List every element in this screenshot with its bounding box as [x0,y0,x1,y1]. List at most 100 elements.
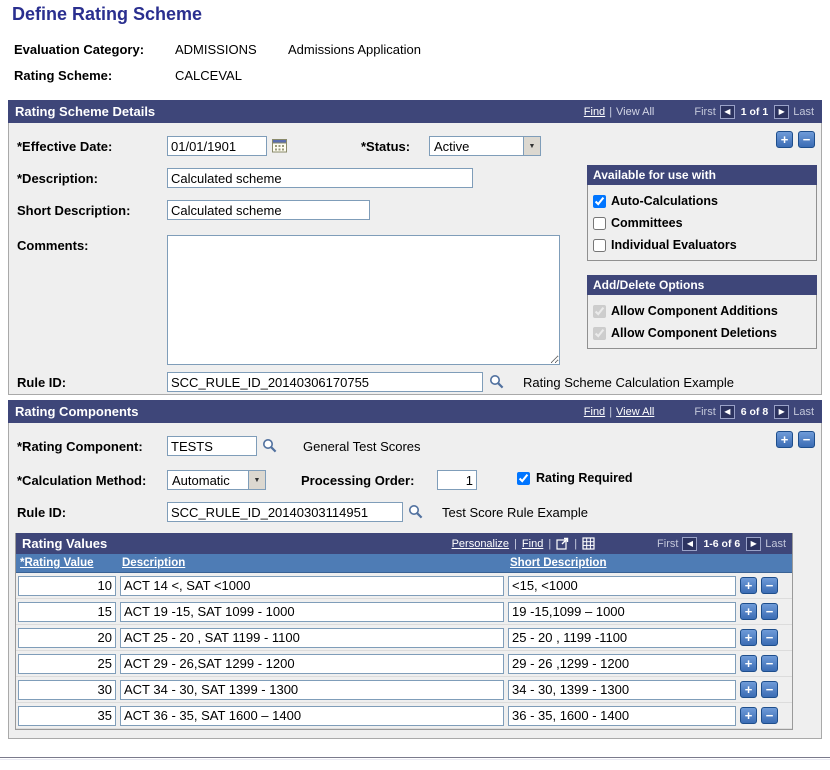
individual-evaluators-label: Individual Evaluators [611,238,737,252]
find-link[interactable]: Find [583,105,606,118]
next-row-button[interactable]: ▶ [774,404,790,419]
add-row-button[interactable]: + [740,707,757,724]
rating-value-input[interactable] [18,601,116,622]
status-select[interactable]: Active ▼ [429,136,541,156]
calendar-icon[interactable] [272,138,287,153]
component-rule-id-lookup-icon[interactable] [408,504,423,519]
previous-row-button[interactable]: ◀ [719,404,735,419]
find-link[interactable]: Find [583,405,606,418]
allow-component-deletions-checkbox [593,326,606,340]
rule-id-lookup-icon[interactable] [489,374,504,389]
add-row-button[interactable]: + [740,681,757,698]
short-description-input[interactable] [508,679,736,700]
description-input[interactable] [120,653,504,674]
short-description-input[interactable] [508,575,736,596]
allow-component-additions-checkbox [593,304,606,318]
rows-position: 1-6 of 6 [703,537,741,550]
add-row-button[interactable]: + [740,629,757,646]
previous-rows-button[interactable]: ◀ [682,536,698,551]
description-input[interactable] [167,168,473,188]
column-header-short-description[interactable]: Short Description [510,557,607,569]
rating-required-checkbox[interactable] [517,471,530,485]
comments-textarea[interactable] [167,235,560,365]
add-delete-options-box: Add/Delete Options Allow Component Addit… [587,275,817,349]
rating-value-input[interactable] [18,575,116,596]
rating-component-lookup-icon[interactable] [262,438,277,453]
rating-component-input[interactable] [167,436,257,456]
rating-scheme-label: Rating Scheme: [14,68,113,83]
short-description-label: Short Description: [17,203,131,218]
option-individual-evaluators[interactable]: Individual Evaluators [593,234,812,256]
committees-checkbox[interactable] [593,216,606,230]
row-position: 1 of 1 [740,105,769,118]
effective-date-input[interactable] [167,136,267,156]
rating-scheme-row: Rating Scheme: CALCEVAL [14,68,288,83]
auto-calculations-checkbox[interactable] [593,194,606,208]
short-description-input[interactable] [508,601,736,622]
component-rule-id-input[interactable] [167,502,403,522]
first-label: First [657,537,679,550]
download-grid-icon[interactable] [582,537,595,550]
short-description-input[interactable] [508,705,736,726]
table-row: + − [16,703,792,729]
effective-date-label: *Effective Date: [17,139,113,154]
committees-label: Committees [611,216,683,230]
table-row: + − [16,599,792,625]
short-description-input[interactable] [508,627,736,648]
add-row-button[interactable]: + [740,655,757,672]
delete-component-button[interactable]: − [798,431,815,448]
next-row-button[interactable]: ▶ [774,104,790,119]
previous-row-button[interactable]: ◀ [719,104,735,119]
individual-evaluators-checkbox[interactable] [593,238,606,252]
separator: | [548,537,552,550]
find-link[interactable]: Find [521,537,544,550]
rating-value-input[interactable] [18,653,116,674]
delete-row-button[interactable]: − [761,577,778,594]
option-auto-calculations[interactable]: Auto-Calculations [593,190,812,212]
auto-calculations-label: Auto-Calculations [611,194,718,208]
description-input[interactable] [120,601,504,622]
allow-component-deletions-label: Allow Component Deletions [611,326,777,340]
calculation-method-select[interactable]: Automatic ▼ [167,470,266,490]
view-all-link[interactable]: View All [616,405,655,418]
processing-order-input[interactable] [437,470,477,490]
delete-row-button[interactable]: − [761,707,778,724]
description-input[interactable] [120,575,504,596]
add-component-button[interactable]: + [776,431,793,448]
delete-row-button[interactable]: − [761,603,778,620]
first-label: First [694,405,716,418]
separator: | [514,537,517,550]
scheme-rule-id-input[interactable] [167,372,483,392]
rating-value-input[interactable] [18,705,116,726]
description-input[interactable] [120,679,504,700]
processing-order-label: Processing Order: [301,473,415,488]
view-all-link[interactable]: View All [616,105,655,118]
description-input[interactable] [120,627,504,648]
column-header-rating-value[interactable]: *Rating Value [20,557,94,569]
add-row-button[interactable]: + [740,577,757,594]
add-scheme-row-button[interactable]: + [776,131,793,148]
delete-scheme-row-button[interactable]: − [798,131,815,148]
delete-row-button[interactable]: − [761,629,778,646]
available-box-title: Available for use with [587,165,817,185]
short-description-input[interactable] [167,200,370,220]
status-selected-value: Active [434,139,470,154]
rating-value-input[interactable] [18,679,116,700]
next-rows-button[interactable]: ▶ [746,536,762,551]
rating-required-label: Rating Required [536,471,633,485]
rating-values-grid: Rating Values Personalize | Find | | [15,533,793,730]
delete-row-button[interactable]: − [761,655,778,672]
column-header-description[interactable]: Description [122,557,186,569]
short-description-input[interactable] [508,653,736,674]
delete-row-button[interactable]: − [761,681,778,698]
popout-icon[interactable] [556,537,569,550]
option-allow-component-deletions: Allow Component Deletions [593,322,812,344]
rating-value-input[interactable] [18,627,116,648]
option-committees[interactable]: Committees [593,212,812,234]
add-row-button[interactable]: + [740,603,757,620]
personalize-link[interactable]: Personalize [451,537,510,550]
section-title: Rating Scheme Details [15,104,156,119]
description-input[interactable] [120,705,504,726]
available-for-use-box: Available for use with Auto-Calculations… [587,165,817,261]
option-rating-required[interactable]: Rating Required [517,471,633,485]
